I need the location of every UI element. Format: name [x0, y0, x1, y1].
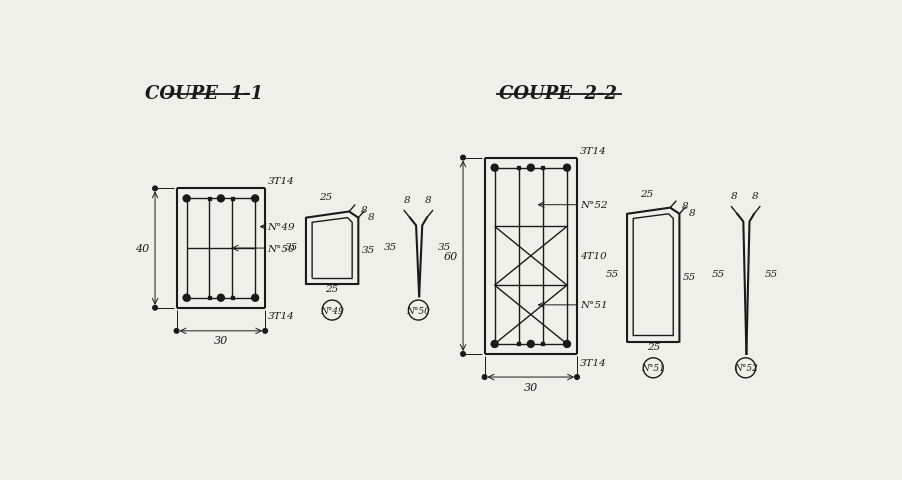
- Text: 8: 8: [367, 212, 374, 221]
- Text: N°52: N°52: [580, 201, 608, 210]
- Bar: [231, 197, 234, 201]
- Text: N°51: N°51: [580, 301, 608, 310]
- Bar: [541, 167, 545, 170]
- Circle shape: [252, 295, 259, 301]
- Bar: [185, 296, 189, 300]
- Bar: [565, 167, 569, 170]
- Circle shape: [174, 329, 179, 334]
- Circle shape: [217, 195, 225, 203]
- Text: 3T14: 3T14: [580, 358, 607, 367]
- Bar: [517, 167, 520, 170]
- Text: 25: 25: [640, 189, 654, 198]
- Bar: [492, 342, 496, 346]
- Circle shape: [461, 352, 465, 357]
- Text: 25: 25: [319, 193, 333, 202]
- Text: 3T14: 3T14: [268, 311, 294, 320]
- Bar: [253, 197, 257, 201]
- Text: 8: 8: [361, 205, 367, 214]
- Circle shape: [217, 295, 225, 301]
- Text: 4T10: 4T10: [580, 252, 607, 261]
- Text: 35: 35: [384, 242, 398, 251]
- Text: 55: 55: [606, 269, 620, 278]
- Text: 8: 8: [688, 208, 695, 217]
- Text: 25: 25: [647, 342, 660, 351]
- Text: 30: 30: [524, 382, 538, 392]
- Circle shape: [152, 187, 157, 192]
- Bar: [517, 343, 520, 346]
- Circle shape: [461, 156, 465, 161]
- Text: 8: 8: [752, 192, 759, 201]
- Circle shape: [492, 165, 498, 172]
- Text: N°52: N°52: [733, 363, 758, 372]
- Circle shape: [262, 329, 268, 334]
- Circle shape: [564, 341, 570, 348]
- Circle shape: [492, 341, 498, 348]
- Text: 60: 60: [444, 251, 457, 261]
- Text: 35: 35: [437, 242, 451, 251]
- Text: 25: 25: [326, 285, 339, 293]
- Text: 55: 55: [683, 273, 696, 282]
- Circle shape: [528, 165, 534, 172]
- Bar: [541, 343, 545, 346]
- Circle shape: [152, 306, 157, 311]
- Text: N°49: N°49: [268, 223, 295, 231]
- Text: N°50: N°50: [268, 244, 295, 253]
- Circle shape: [528, 341, 534, 348]
- Bar: [208, 197, 211, 201]
- Text: N°51: N°51: [641, 363, 665, 372]
- Bar: [185, 197, 189, 201]
- Text: COUPE  2-2: COUPE 2-2: [499, 85, 617, 103]
- Text: 8: 8: [403, 195, 410, 204]
- Text: 30: 30: [214, 336, 228, 346]
- Text: 40: 40: [135, 243, 150, 253]
- Text: 3T14: 3T14: [580, 146, 607, 155]
- Text: 8: 8: [425, 195, 432, 204]
- Text: 8: 8: [731, 192, 738, 201]
- Text: 35: 35: [363, 246, 375, 255]
- Text: N°49: N°49: [320, 306, 344, 315]
- Bar: [565, 342, 569, 346]
- Text: 55: 55: [712, 269, 725, 278]
- Circle shape: [575, 375, 579, 380]
- Circle shape: [483, 375, 487, 380]
- Bar: [492, 167, 496, 170]
- Bar: [208, 297, 211, 300]
- Circle shape: [564, 165, 570, 172]
- Text: 55: 55: [765, 269, 778, 278]
- Bar: [253, 296, 257, 300]
- Circle shape: [183, 295, 190, 301]
- Text: 8: 8: [682, 202, 688, 210]
- Text: 35: 35: [285, 242, 299, 251]
- Text: COUPE  1-1: COUPE 1-1: [144, 85, 262, 103]
- Text: 3T14: 3T14: [268, 177, 294, 186]
- Circle shape: [183, 195, 190, 203]
- Circle shape: [252, 195, 259, 203]
- Text: N°50: N°50: [407, 306, 430, 315]
- Bar: [231, 297, 234, 300]
